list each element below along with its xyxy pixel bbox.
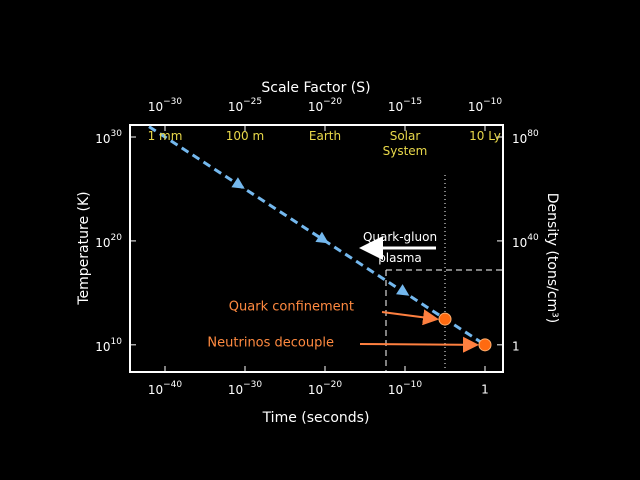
- top-axis-title: Scale Factor (S): [261, 80, 370, 96]
- direction-arrow: [315, 231, 329, 244]
- y2-tick-label: 1080: [512, 128, 539, 145]
- y-tick-label: 1010: [95, 336, 122, 353]
- y2-tick-label-base: 10: [512, 131, 527, 145]
- x2-tick-label-base: 10: [468, 100, 483, 114]
- x-tick-label-exp: −40: [163, 380, 182, 390]
- y-axis-title: Temperature (K): [76, 191, 92, 305]
- event-arrow: [381, 309, 439, 326]
- region-label: Quark-gluon plasma: [362, 230, 438, 265]
- y2-tick-label-exp: 40: [527, 232, 539, 242]
- y2-tick-label: 1: [512, 339, 520, 353]
- x-tick-label-exp: −10: [403, 380, 422, 390]
- scale-name: Earth: [308, 129, 342, 143]
- x-axis-title: Time (seconds): [262, 410, 370, 426]
- x2-tick-label-base: 10: [228, 100, 243, 114]
- x2-tick-label-base: 10: [388, 100, 403, 114]
- x-tick-label-base: 10: [308, 383, 323, 397]
- x-tick-label: 10−40: [148, 380, 183, 397]
- trend-line: [148, 125, 486, 347]
- event-label: Neutrinos decouple: [207, 336, 334, 351]
- event-arrow: [359, 336, 479, 353]
- x2-tick-label: 10−25: [228, 97, 262, 114]
- x2-tick-label-exp: −25: [243, 97, 262, 107]
- event-point: [478, 338, 492, 352]
- scale-name: Solar System: [382, 129, 428, 158]
- x-tick-label-exp: −30: [243, 380, 262, 390]
- event-label: Quark confinement: [229, 300, 354, 315]
- x2-tick-label: 10−30: [148, 97, 183, 114]
- x-tick-label: 10−10: [388, 380, 423, 397]
- x-tick-label: 10−30: [228, 380, 263, 397]
- y-tick-label-exp: 10: [111, 336, 123, 346]
- scale-name: 10 Ly: [469, 129, 501, 143]
- y-tick-label-exp: 30: [111, 128, 123, 138]
- x-tick-label-base: 10: [148, 383, 163, 397]
- y-tick-label-base: 10: [95, 131, 110, 145]
- y-tick-label: 1030: [95, 128, 122, 145]
- scale-name: 100 m: [225, 129, 265, 143]
- x-tick-label-base: 10: [228, 383, 243, 397]
- y-tick-label-exp: 20: [111, 232, 123, 242]
- x2-tick-label-base: 10: [148, 100, 163, 114]
- scale-name: 1 mm: [147, 129, 183, 143]
- x2-tick-label-exp: −30: [163, 97, 182, 107]
- plot-frame: [129, 124, 504, 373]
- y2-tick-label-exp: 80: [527, 128, 539, 138]
- x-tick-label: 10−20: [308, 380, 343, 397]
- direction-arrow: [396, 284, 410, 296]
- x2-tick-label: 10−20: [308, 97, 343, 114]
- y-tick-label-base: 10: [95, 235, 110, 249]
- y2-tick-label: 1040: [512, 232, 539, 249]
- y2-axis-title: Density (tons/cm³): [544, 193, 560, 323]
- y-tick-label-base: 10: [95, 339, 110, 353]
- x2-tick-label-exp: −10: [483, 97, 502, 107]
- x2-tick-label: 10−10: [468, 97, 503, 114]
- x-tick-label: 1: [481, 383, 489, 397]
- y-tick-label: 1020: [95, 232, 122, 249]
- x2-tick-label: 10−15: [388, 97, 422, 114]
- x-tick-label-base: 10: [388, 383, 403, 397]
- x2-tick-label-base: 10: [308, 100, 323, 114]
- event-point: [438, 312, 452, 326]
- x2-tick-label-exp: −15: [403, 97, 422, 107]
- x-tick-label-exp: −20: [323, 380, 342, 390]
- y2-tick-label-base: 10: [512, 235, 527, 249]
- x2-tick-label-exp: −20: [323, 97, 342, 107]
- direction-arrow: [231, 177, 245, 189]
